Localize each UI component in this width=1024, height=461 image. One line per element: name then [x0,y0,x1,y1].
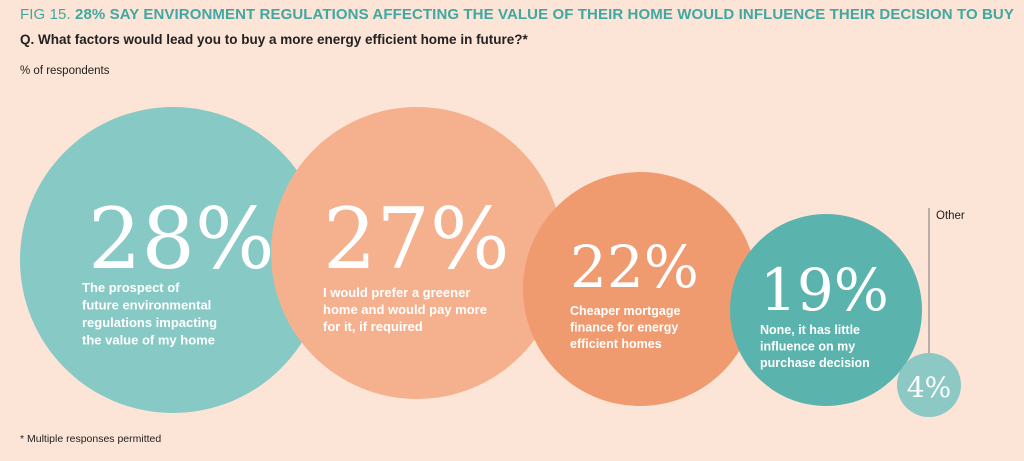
bubble-description-line: finance for energy [570,321,678,335]
bubble-value-label: 19% [760,256,889,324]
bubble-description-line: influence on my [760,340,855,354]
footnote: * Multiple responses permitted [20,433,162,445]
bubble-description-line: purchase decision [760,356,870,370]
bubble-description-line: The prospect of [82,280,180,295]
bubble-description-line: home and would pay more [323,302,487,317]
bubble-description-line: for it, if required [323,319,423,334]
bubble-19 [730,214,922,406]
survey-question: Q. What factors would lead you to buy a … [20,32,528,47]
bubble-value-label: 4% [907,371,951,404]
bubble-description-line: Cheaper mortgage [570,304,680,318]
other-category-label: Other [936,210,965,222]
bubble-description-line: None, it has little [760,323,860,337]
bubble-description-line: efficient homes [570,337,662,351]
bubble-4 [897,353,961,417]
chart-title: FIG 15. 28% SAY ENVIRONMENT REGULATIONS … [20,6,1014,23]
bubble-description-line: the value of my home [82,333,215,348]
figure-label: FIG 15. [20,6,71,23]
bubble-value-label: 28% [88,190,275,288]
bubble-description-line: future environmental [82,298,211,313]
unit-label: % of respondents [20,65,110,77]
bubble-description-line: regulations impacting [82,315,217,330]
bubble-value-label: 22% [570,233,699,301]
bubble-27 [271,107,563,399]
bubble-description-line: I would prefer a greener [323,285,470,300]
bubble-value-label: 27% [323,190,510,288]
bubble-28 [20,107,326,413]
bubble-22 [523,172,757,406]
figure-headline: 28% SAY ENVIRONMENT REGULATIONS AFFECTIN… [75,6,1014,23]
